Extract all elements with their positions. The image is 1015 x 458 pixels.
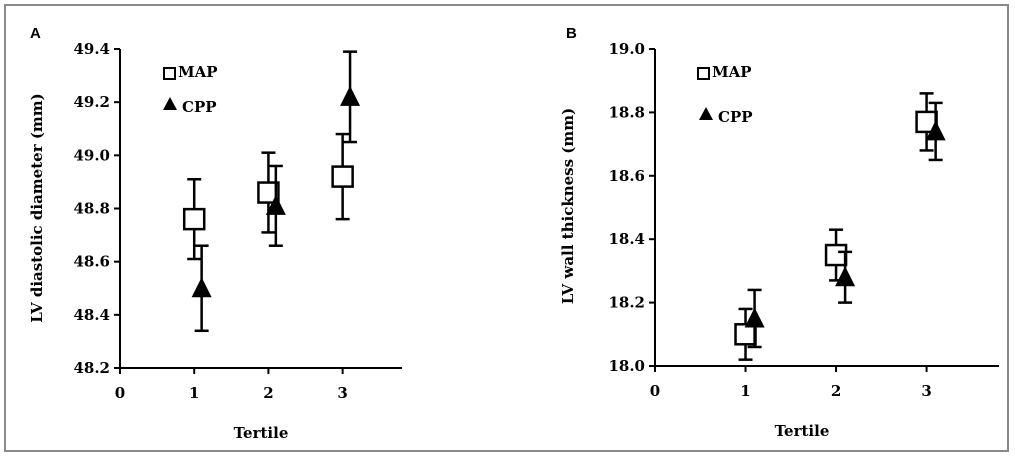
y-tick-label: 18.6 [608,167,645,185]
data-point-cpp [925,120,946,141]
legend-map-marker [163,67,176,80]
x-tick-label: 0 [650,382,660,400]
y-tick-label: 48.2 [73,359,110,377]
chart-panel-a: A 48.2 48.4 48.6 48.8 49.0 49.2 49.4 0 1 2 3 Tertile… [28,25,402,442]
y-tick-label: 49.2 [73,93,110,111]
y-tick-label: 48.8 [73,200,110,218]
y-tick-label: 19.0 [608,40,645,58]
data-point-map [824,243,848,267]
y-tick-label: 49.0 [73,146,110,164]
x-tick-label: 2 [831,382,841,400]
data-point-cpp [744,307,765,328]
y-tick-label: 18.4 [608,230,645,248]
y-tick-label: 48.4 [73,306,110,324]
y-tick-label: 48.6 [73,253,110,271]
y-tick-label: 49.4 [73,40,110,58]
panel-label: B [566,25,577,42]
x-axis-title: Tertile [234,424,289,442]
legend-map-marker [697,67,710,80]
data-point-map [182,207,206,231]
data-point-map [257,181,280,204]
x-tick-label: 1 [189,384,199,402]
panel-label: A [30,25,41,42]
chart-panel-b: B 18.0 18.2 18.4 18.6 18.8 19.0 0 1 2 3 Tertile LV w… [559,25,999,440]
x-tick-label: 3 [337,384,347,402]
series-map [734,92,938,361]
data-point-map [331,165,354,188]
series-map [182,132,354,261]
y-axis-title: LV diastolic diameter (mm) [28,93,46,323]
x-tick-label: 1 [740,382,750,400]
data-point-cpp [191,277,212,298]
legend-cpp-marker [163,97,177,110]
legend-map-label: MAP [712,63,752,81]
data-point-cpp [340,85,361,106]
series-cpp [744,101,946,349]
y-tick-label: 18.8 [608,103,645,121]
x-axis-title: Tertile [775,422,830,440]
legend-cpp-marker [699,107,713,120]
x-tick-label: 2 [263,384,273,402]
y-axis-title: LV wall thickness (mm) [559,108,577,304]
data-point-cpp [835,266,856,287]
x-tick-label: 3 [921,382,931,400]
series-cpp [191,50,361,333]
legend-cpp-label: CPP [718,108,753,126]
y-tick-label: 18.2 [608,294,645,312]
y-tick-label: 18.0 [608,357,645,375]
x-tick-label: 0 [115,384,125,402]
data-point-cpp [265,194,286,215]
legend-map-label: MAP [178,63,218,81]
legend-cpp-label: CPP [182,98,217,116]
